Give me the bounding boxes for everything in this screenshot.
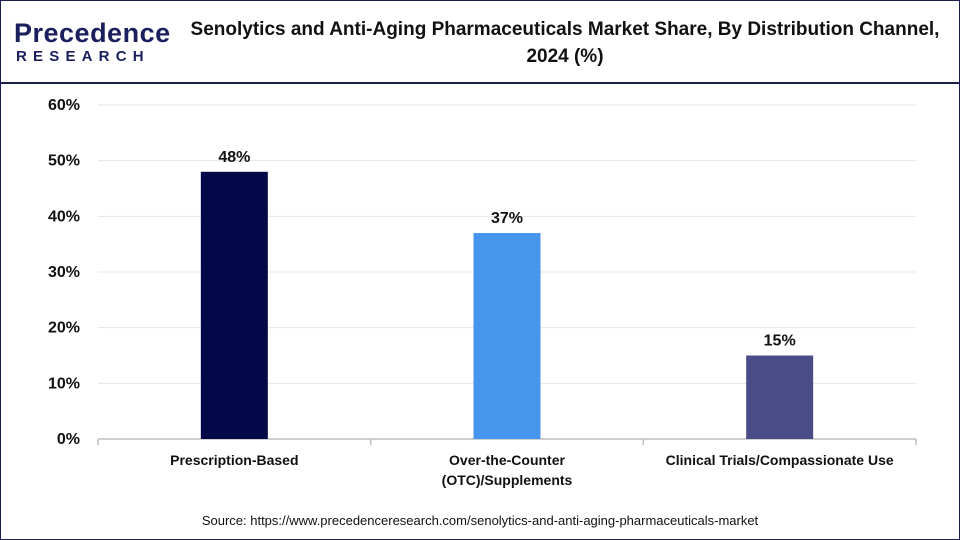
brand-subtitle: RESEARCH — [16, 48, 150, 65]
chart-title-line-1: Senolytics and Anti-Aging Pharmaceutical… — [190, 19, 940, 40]
bar — [746, 355, 814, 439]
y-tick-label: 20% — [48, 320, 80, 337]
header: Precedence RESEARCH Senolytics and Anti-… — [0, 0, 960, 84]
y-tick-label: 30% — [48, 264, 80, 281]
y-tick-label: 40% — [48, 208, 80, 225]
y-tick-label: 50% — [48, 153, 80, 170]
brand-name: Precedence — [14, 18, 171, 48]
y-tick-label: 10% — [48, 375, 80, 392]
data-label: 37% — [491, 210, 523, 227]
category-label: Clinical Trials/Compassionate Use — [666, 452, 894, 468]
bar-chart: 0% 10% 20% 30% 40% 50% 60% 48% Prescription-Base… — [48, 97, 917, 488]
source-note: Source: https://www.precedenceresearch.c… — [201, 513, 759, 528]
category-label: Prescription-Based — [170, 452, 298, 468]
bar — [200, 171, 268, 440]
bar — [473, 233, 541, 439]
chart-title: Senolytics and Anti-Aging Pharmaceutical… — [180, 16, 950, 70]
brand-logo: Precedence RESEARCH — [14, 14, 170, 70]
data-label: 15% — [764, 333, 796, 350]
category-label: Over-the-Counter (OTC)/Supplements — [442, 452, 573, 488]
y-tick-label: 60% — [48, 97, 80, 114]
y-tick-label: 0% — [57, 431, 80, 448]
data-label: 48% — [218, 149, 250, 166]
chart-title-line-2: 2024 (%) — [526, 46, 604, 67]
